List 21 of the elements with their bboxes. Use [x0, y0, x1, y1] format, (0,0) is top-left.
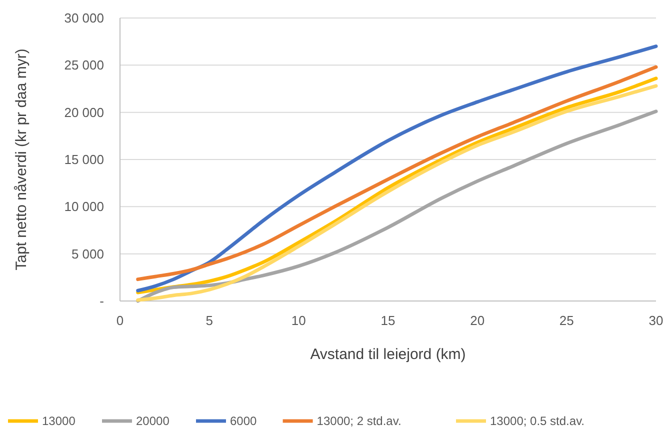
legend-label: 13000; 0.5 std.av.	[490, 414, 585, 428]
x-tick-label: 0	[116, 313, 124, 328]
y-axis-title: Tapt netto nåverdi (kr pr daa myr)	[13, 48, 30, 270]
y-tick-label: 20 000	[64, 104, 104, 120]
legend-label: 6000	[230, 414, 258, 428]
x-tick-label: 15	[380, 313, 396, 328]
x-tick-label: 20	[470, 313, 485, 328]
y-tick-label: 15 000	[64, 152, 104, 168]
legend-label: 13000; 2 std.av.	[316, 414, 402, 428]
y-tick-label: 30 000	[64, 10, 104, 26]
y-tick-label: 5 000	[71, 246, 104, 262]
y-tick-label: 10 000	[64, 199, 104, 214]
x-axis-title: Avstand til leiejord (km)	[310, 346, 466, 363]
legend-label: 13000	[42, 414, 76, 428]
y-tick-label: 25 000	[64, 58, 104, 73]
x-tick-label: 25	[559, 313, 574, 328]
x-tick-label: 30	[648, 313, 664, 328]
legend-label: 20000	[136, 414, 170, 428]
y-tick-label: -	[100, 294, 104, 309]
x-tick-label: 5	[206, 313, 213, 328]
x-tick-label: 10	[291, 313, 306, 328]
